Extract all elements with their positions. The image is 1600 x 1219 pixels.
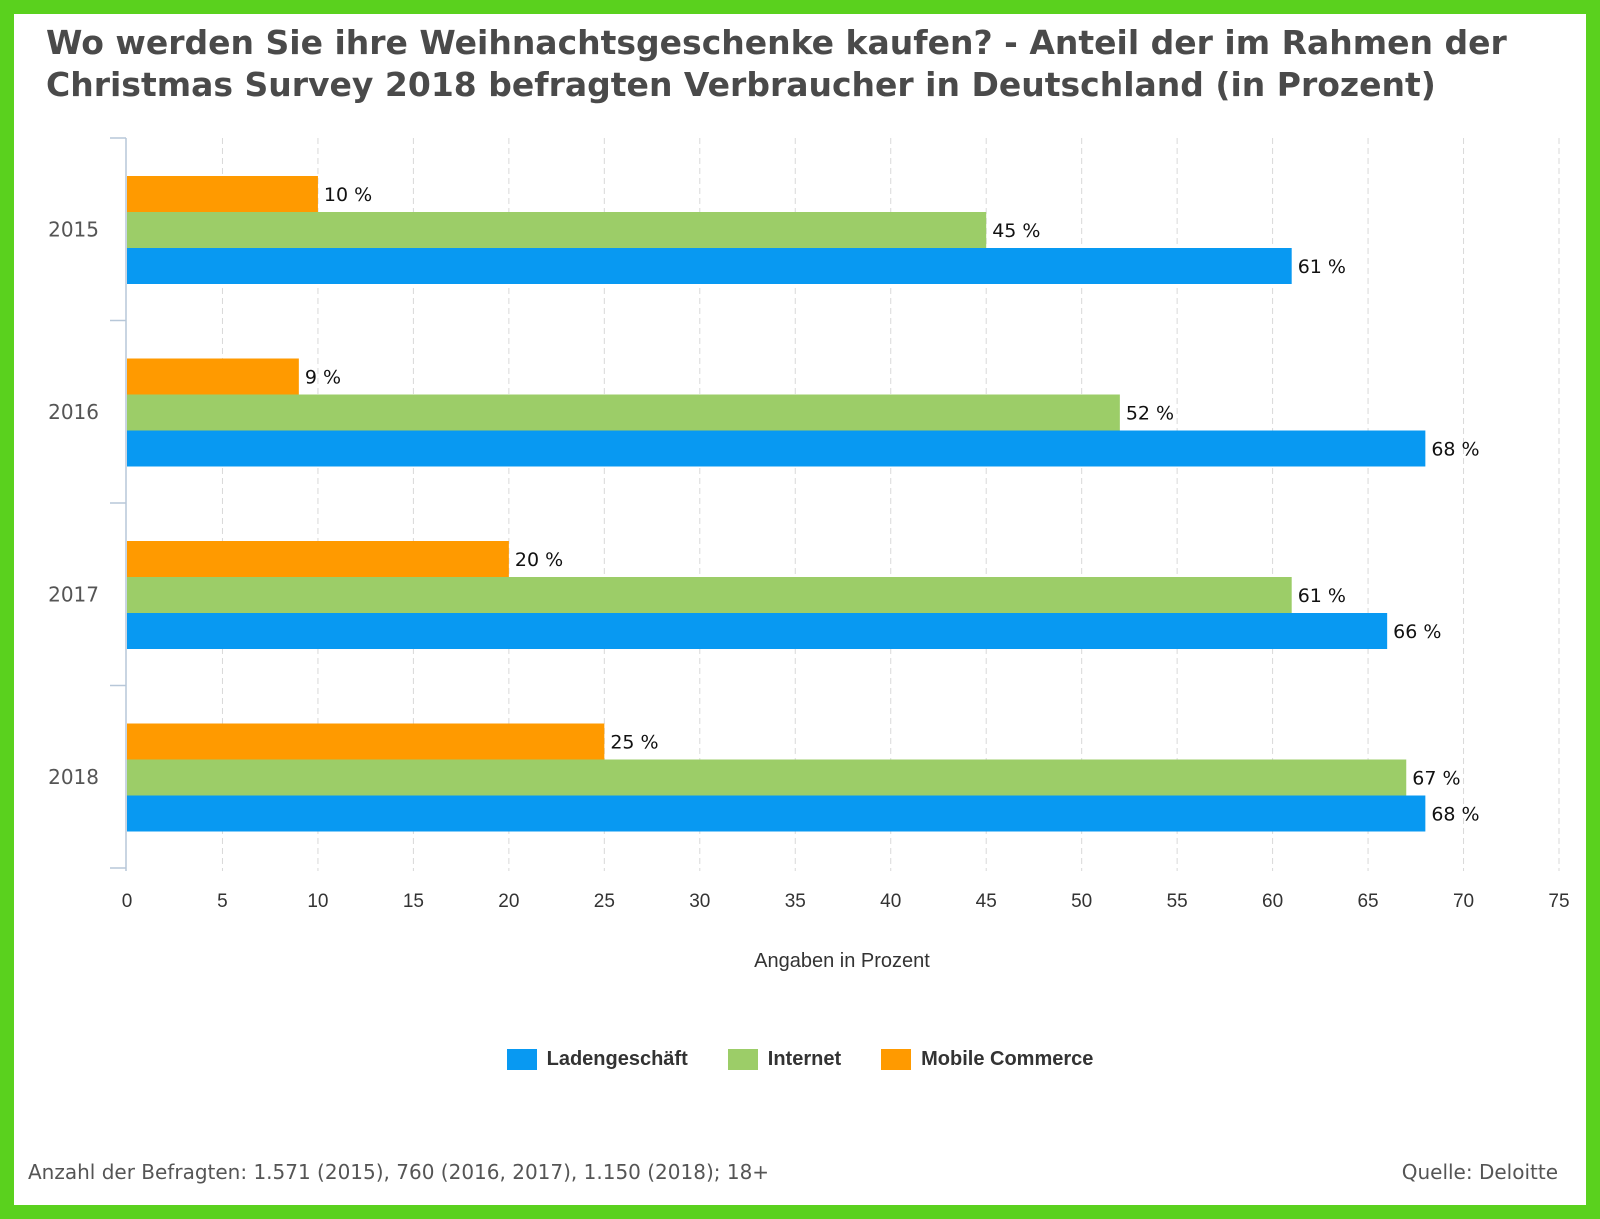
x-tick-label: 35 [785,891,806,912]
y-category-label: 2018 [48,765,99,789]
x-tick-label: 5 [217,891,228,912]
bars [127,176,1426,832]
chart-title: Wo werden Sie ihre Weihnachtsgeschenke k… [46,23,1507,104]
y-axis [110,137,127,871]
bar-internet [127,759,1407,796]
legend-item-internet[interactable]: Internet [727,1048,842,1071]
legend-swatch-mobile-commerce [881,1049,912,1070]
data-labels: 10 % 9 % 20 % 25 % 45 % 52 % 61 % 67 % 61 % 68 % 6… [305,184,1480,826]
x-tick-label: 30 [689,891,710,912]
bar-value-label: 10 % [324,184,372,206]
y-category-label: 2016 [48,400,99,424]
x-tick-label: 75 [1548,891,1569,912]
bar-mobile-commerce [127,541,509,577]
respondent-count-note: Anzahl der Befragten: 1.571 (2015), 760 … [28,1160,770,1184]
x-tick-label: 50 [1071,891,1092,912]
legend-swatch-ladengeschaeft [506,1049,537,1070]
x-tick-label: 40 [880,891,901,912]
bar-value-label: 45 % [992,220,1040,242]
x-tick-label: 45 [976,891,997,912]
legend-label-internet: Internet [767,1048,842,1070]
bar-value-label: 61 % [1298,256,1346,278]
bar-value-label: 9 % [305,367,341,389]
bar-value-label: 61 % [1298,585,1346,607]
legend-swatch-internet [727,1049,758,1070]
x-tick-label: 10 [307,891,328,912]
source-credit: Quelle: Deloitte [1401,1160,1558,1184]
x-tick-label: 65 [1357,891,1378,912]
bar-internet [127,577,1292,613]
y-category-label: 2015 [48,217,99,241]
x-tick-label: 60 [1262,891,1283,912]
bar-ladengesch-ft [127,248,1292,284]
legend: Ladengeschäft Internet Mobile Commerce [0,1048,1600,1071]
x-tick-label: 25 [594,891,615,912]
x-tick-label: 70 [1453,891,1474,912]
bar-value-label: 20 % [515,549,563,571]
bar-value-label: 67 % [1412,768,1460,790]
bar-internet [127,212,987,248]
axis-tick-labels: 0 5 10 15 20 25 30 35 40 45 50 55 60 65 70 75 2015 2016 20… [48,217,1569,912]
legend-item-ladengeschaeft[interactable]: Ladengeschäft [506,1048,688,1071]
legend-label-mobile-commerce: Mobile Commerce [921,1048,1094,1070]
x-axis-title: Angaben in Prozent [754,950,930,972]
bar-value-label: 68 % [1431,439,1479,461]
bar-mobile-commerce [127,176,318,212]
bar-ladengesch-ft [127,795,1426,832]
x-tick-label: 55 [1167,891,1188,912]
bar-ladengesch-ft [127,613,1388,649]
x-tick-label: 15 [403,891,424,912]
bar-ladengesch-ft [127,430,1426,467]
bar-value-label: 52 % [1126,403,1174,425]
bar-mobile-commerce [127,358,299,395]
bar-value-label: 68 % [1431,804,1479,826]
legend-label-ladengeschaeft: Ladengeschäft [546,1048,688,1070]
x-tick-label: 0 [122,891,133,912]
x-tick-label: 20 [498,891,519,912]
legend-item-mobile-commerce[interactable]: Mobile Commerce [881,1048,1093,1071]
bar-value-label: 25 % [610,732,658,754]
bar-mobile-commerce [127,723,605,760]
bar-value-label: 66 % [1393,621,1441,643]
bar-internet [127,394,1120,431]
y-category-label: 2017 [48,582,99,606]
